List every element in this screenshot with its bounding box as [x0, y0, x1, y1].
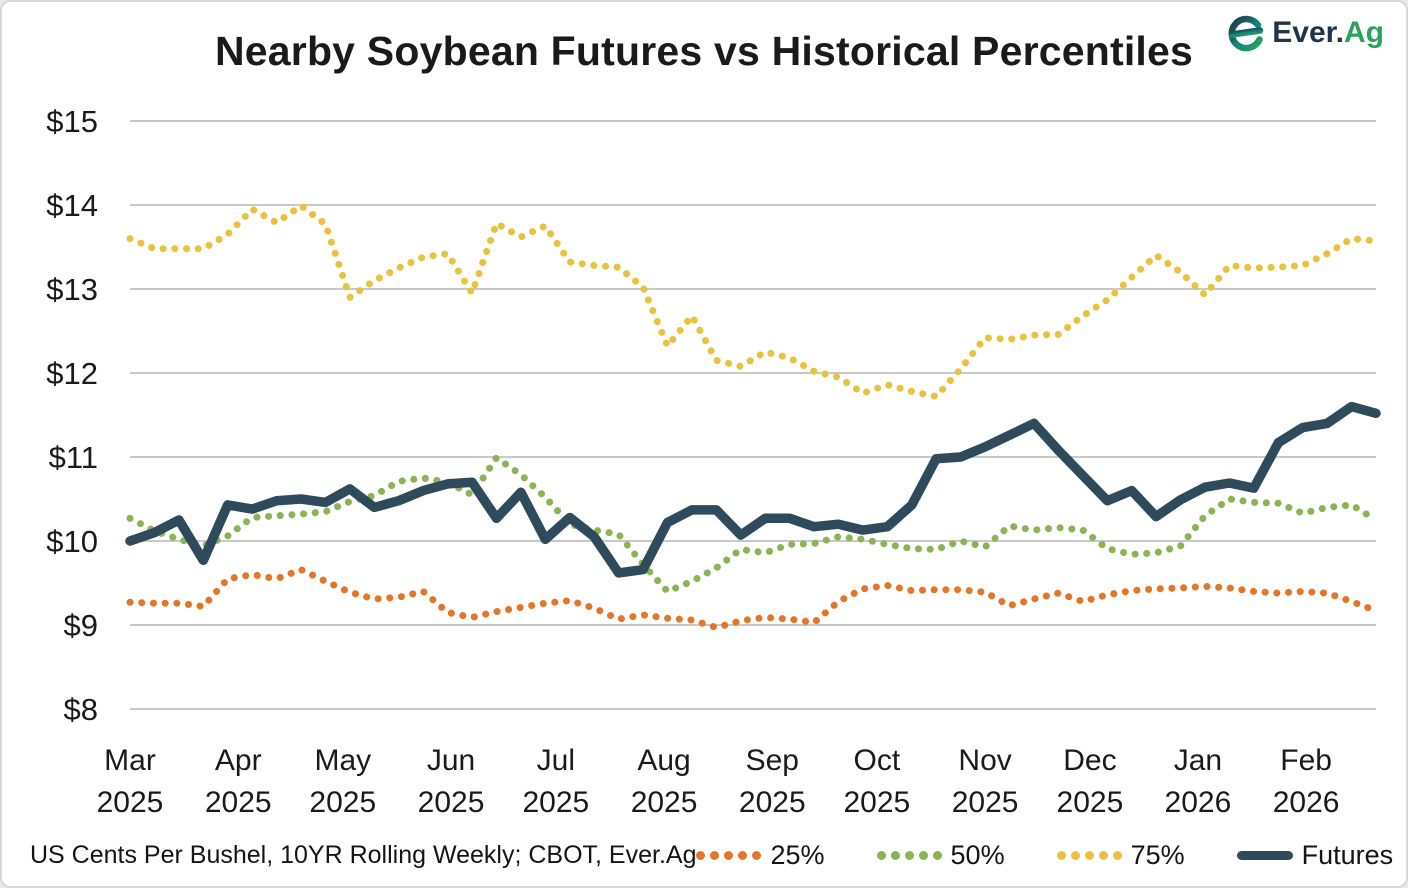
x-axis-month-label: Apr: [215, 744, 262, 777]
legend-dot: [724, 850, 734, 860]
series-line-futures: [125, 401, 1381, 578]
legend: 25% 50% 75% Futures: [696, 840, 1393, 871]
x-axis-year-label: 2025: [1057, 786, 1124, 819]
x-axis-month-label: Nov: [958, 744, 1011, 777]
x-axis-year-label: 2025: [952, 786, 1019, 819]
legend-dot: [918, 850, 928, 860]
series-line-25pct: [126, 566, 1380, 631]
x-axis-year-label: 2025: [522, 786, 589, 819]
legend-dot: [932, 850, 942, 860]
x-axis-month-label: Dec: [1063, 744, 1116, 777]
legend-label-futures: Futures: [1301, 839, 1394, 870]
x-axis-year-label: 2025: [843, 786, 910, 819]
y-axis-tick-label: $9: [64, 608, 98, 643]
legend-label-50pct: 50%: [950, 839, 1005, 870]
legend-item-75pct: 75%: [1056, 839, 1185, 871]
x-axis-month-label: Jan: [1174, 744, 1222, 777]
logo-ag-text: Ag: [1344, 16, 1384, 49]
legend-dot: [1084, 850, 1094, 860]
y-axis-tick-label: $15: [46, 104, 98, 139]
x-axis-month-label: Jul: [537, 744, 575, 777]
y-axis-tick-label: $14: [46, 188, 98, 223]
legend-dot: [696, 850, 706, 860]
legend-dot: [904, 850, 914, 860]
x-axis-year-label: 2025: [97, 786, 164, 819]
legend-item-futures: Futures: [1236, 839, 1394, 871]
legend-dot: [1112, 850, 1122, 860]
x-axis-year-label: 2025: [418, 786, 485, 819]
x-axis-year-label: 2026: [1165, 786, 1232, 819]
everag-logo-icon: [1228, 15, 1264, 52]
legend-label-75pct: 75%: [1130, 839, 1185, 870]
y-axis-tick-label: $11: [49, 440, 98, 475]
y-axis-tick-label: $12: [46, 356, 98, 391]
legend-dot: [738, 850, 748, 860]
legend-label-25pct: 25%: [770, 839, 825, 870]
legend-dot: [1070, 850, 1080, 860]
legend-swatch-futures: [1236, 850, 1293, 860]
x-axis-month-label: Oct: [854, 744, 901, 777]
legend-swatch-50pct: [876, 850, 942, 860]
legend-dot: [890, 850, 900, 860]
series-line-75pct: [126, 202, 1380, 400]
page-title: Nearby Soybean Futures vs Historical Per…: [214, 28, 1194, 74]
legend-dot: [1098, 850, 1108, 860]
legend-dot: [710, 850, 720, 860]
legend-dot: [752, 850, 762, 860]
x-axis-year-label: 2025: [309, 786, 376, 819]
everag-logo: Ever.Ag: [1227, 14, 1384, 52]
y-axis-tick-label: $10: [46, 524, 98, 559]
x-axis-month-label: Aug: [637, 744, 690, 777]
x-axis-year-label: 2025: [631, 786, 698, 819]
x-axis-month-label: Feb: [1280, 744, 1332, 777]
x-axis-year-label: 2025: [739, 786, 806, 819]
x-axis-month-label: Sep: [746, 744, 799, 777]
logo-ever-text: Ever.: [1272, 16, 1344, 49]
x-axis-month-label: Jun: [427, 744, 475, 777]
x-axis-year-label: 2025: [205, 786, 272, 819]
x-axis-year-label: 2026: [1273, 786, 1340, 819]
x-axis-month-label: Mar: [104, 744, 156, 777]
y-axis-tick-label: $8: [64, 692, 98, 727]
legend-swatch-75pct: [1056, 850, 1122, 860]
legend-item-50pct: 50%: [876, 839, 1005, 871]
everag-logo-text: Ever.Ag: [1272, 18, 1384, 48]
y-axis-tick-label: $13: [46, 272, 98, 307]
x-axis-month-label: May: [314, 744, 371, 777]
source-note: US Cents Per Bushel, 10YR Rolling Weekly…: [30, 840, 697, 869]
legend-dot: [876, 850, 886, 860]
legend-swatch-25pct: [696, 850, 762, 860]
series-line-50pct: [126, 454, 1380, 595]
legend-item-25pct: 25%: [696, 839, 825, 871]
legend-dot: [1056, 850, 1066, 860]
chart-footer: US Cents Per Bushel, 10YR Rolling Weekly…: [30, 832, 1393, 878]
